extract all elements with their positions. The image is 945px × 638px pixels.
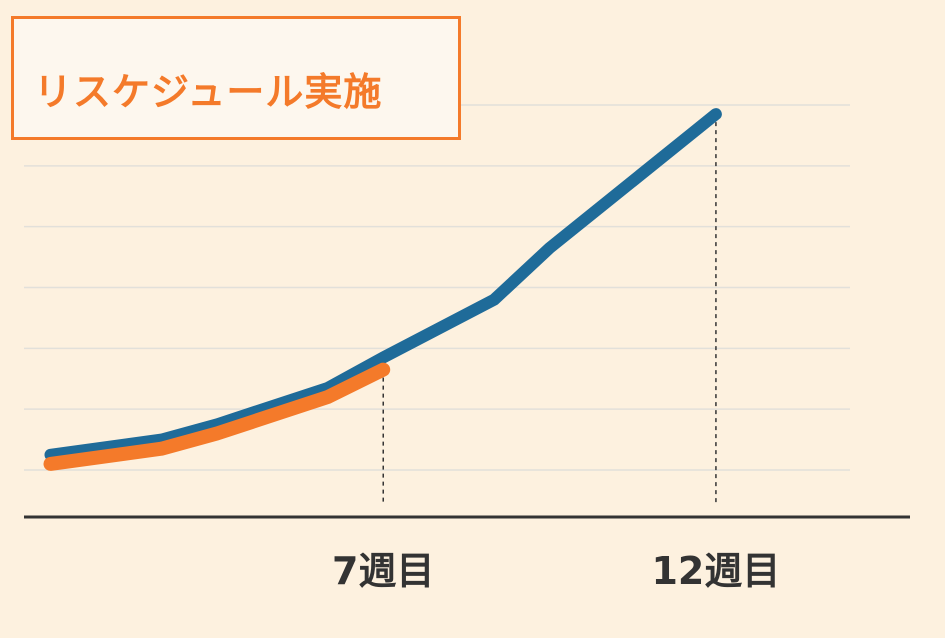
chart-title: リスケジュール実施 xyxy=(34,70,383,114)
title-box: リスケジュール実施 xyxy=(11,16,461,140)
marker-guides xyxy=(382,122,717,505)
tick-labels: 7週目 12週目 xyxy=(332,549,780,593)
gridlines xyxy=(24,104,850,471)
series-layer xyxy=(43,108,722,471)
series-line-1 xyxy=(44,108,722,461)
x-tick-label: 12週目 xyxy=(651,549,780,593)
series-line-2 xyxy=(43,362,391,471)
x-tick-label: 7週目 xyxy=(332,549,434,593)
